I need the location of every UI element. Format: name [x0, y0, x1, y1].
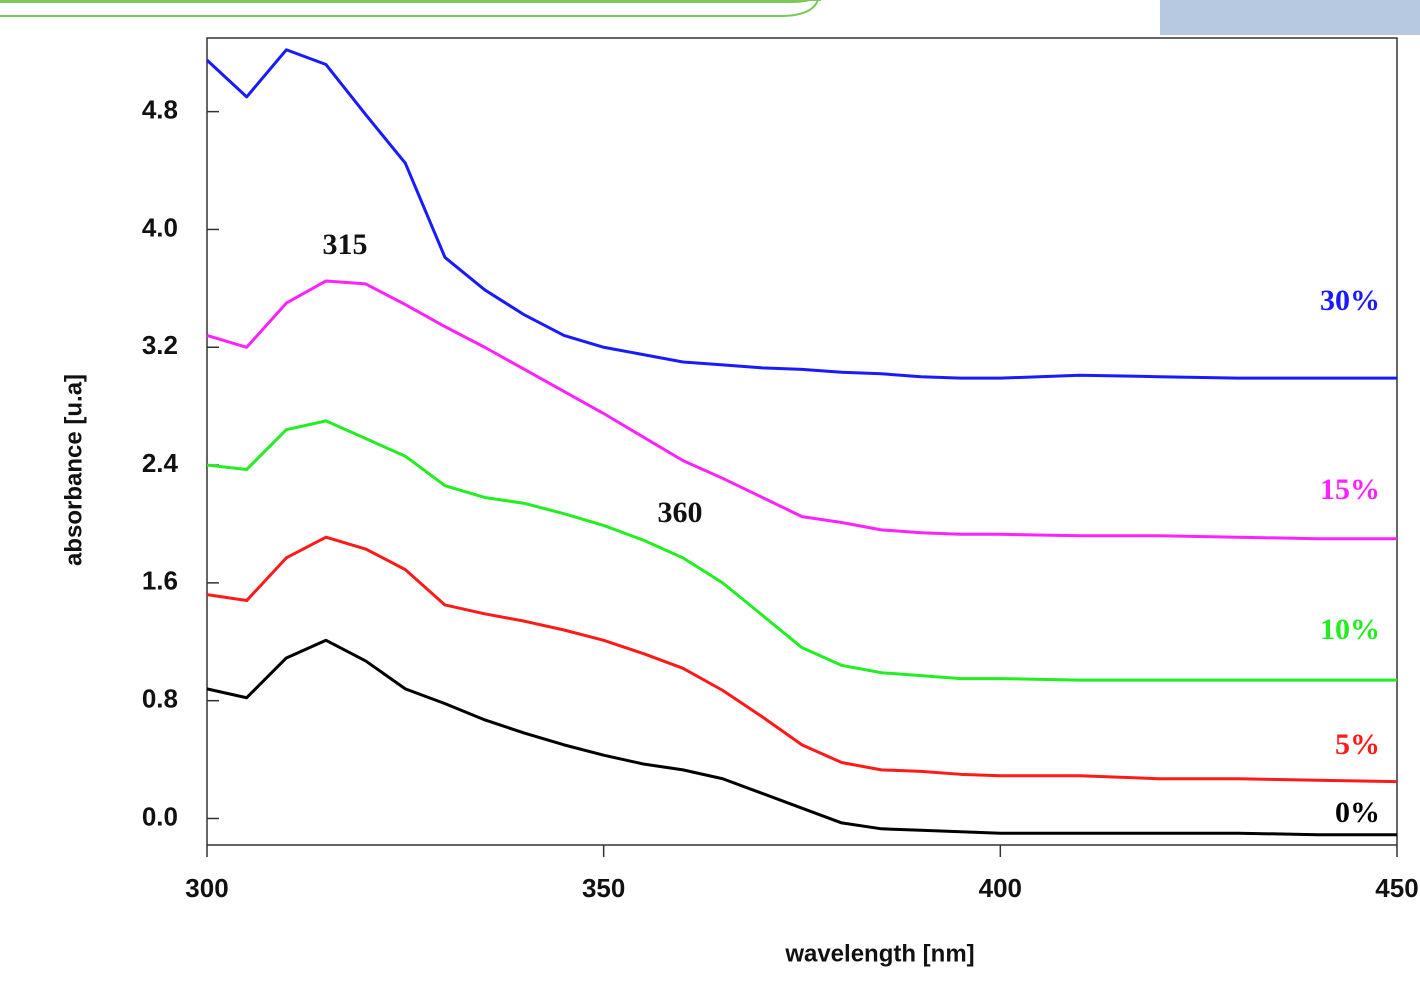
- corner-image: [1160, 0, 1420, 35]
- y-tick-label: 0.8: [142, 684, 178, 714]
- series-line: [206, 279, 1397, 541]
- header-bar: [0, 0, 821, 3]
- y-tick-label: 3.2: [142, 330, 178, 360]
- y-tick-label: 2.4: [142, 448, 179, 478]
- header-edge: [0, 0, 819, 17]
- x-tick-label: 300: [185, 873, 228, 903]
- series-label: 30%: [1320, 284, 1380, 317]
- plot-frame: [206, 37, 1398, 846]
- annotation: 315: [323, 228, 368, 261]
- x-tick-label: 400: [979, 873, 1022, 903]
- series-label: 0%: [1335, 796, 1380, 829]
- series-line: [206, 535, 1398, 784]
- series-line: [206, 419, 1397, 682]
- series-label: 5%: [1335, 728, 1380, 761]
- y-axis-label: absorbance [u.a]: [60, 374, 87, 566]
- y-tick-label: 4.0: [142, 212, 178, 242]
- y-tick-label: 1.6: [142, 566, 178, 596]
- x-tick-label: 450: [1375, 873, 1418, 903]
- series-label: 15%: [1320, 473, 1380, 506]
- y-tick-label: 0.0: [142, 801, 178, 831]
- series-line: [206, 638, 1397, 837]
- y-tick-label: 4.8: [142, 95, 178, 125]
- annotation: 360: [658, 496, 703, 529]
- x-tick-label: 350: [582, 873, 625, 903]
- series-line: [205, 48, 1397, 380]
- series-label: 10%: [1320, 613, 1380, 646]
- x-axis-label: wavelength [nm]: [784, 940, 974, 967]
